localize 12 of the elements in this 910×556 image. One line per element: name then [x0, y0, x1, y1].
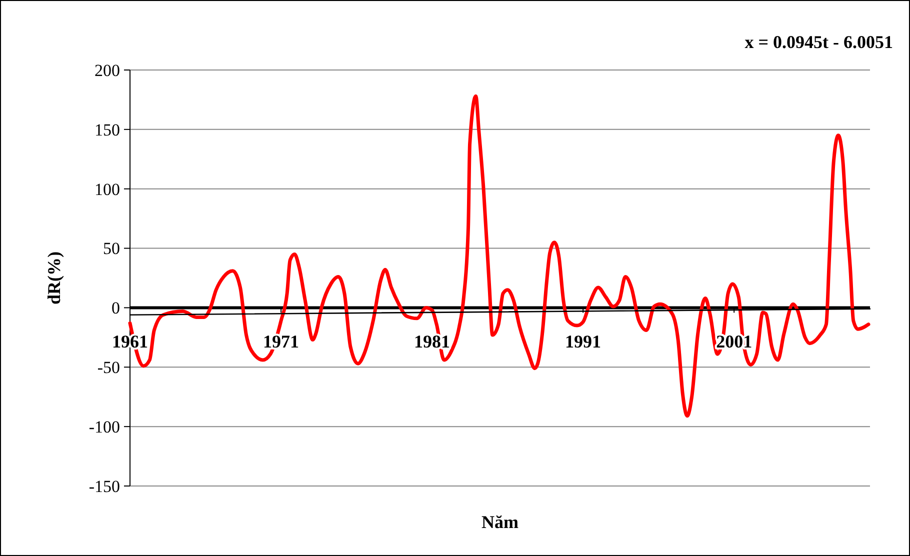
y-tick-label: 0	[112, 298, 120, 318]
y-tick-label: 100	[94, 180, 120, 199]
text: x = 0.0945t - 6.0051	[744, 32, 893, 52]
y-tick-label: -50	[97, 358, 120, 378]
x-tick-label: 1991	[565, 332, 602, 352]
y-tick-label: 150	[94, 120, 120, 140]
y-tick-label: -150	[88, 476, 120, 496]
y-axis-title: dR(%)	[44, 251, 64, 304]
x-axis-title: Năm	[482, 512, 518, 532]
y-tick-label: -100	[88, 418, 120, 437]
y-tick-label: 50	[103, 239, 120, 258]
y-tick-label: 200	[94, 60, 120, 80]
